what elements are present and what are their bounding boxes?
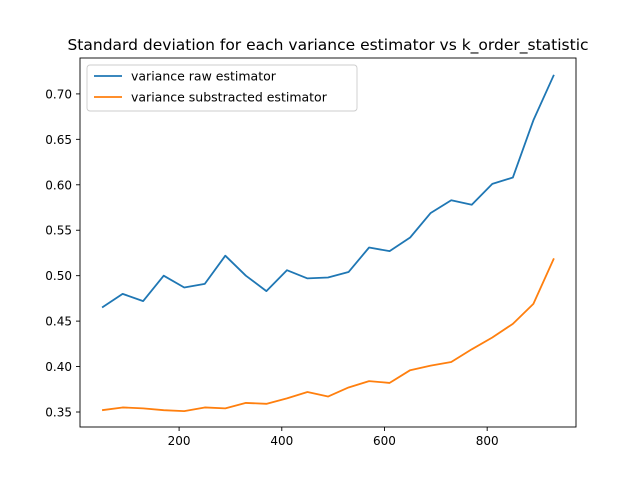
y-tick-label: 0.65	[45, 133, 72, 147]
x-tick-label: 800	[476, 434, 499, 448]
series-line-1	[101, 258, 555, 412]
legend: variance raw estimator variance substract…	[86, 64, 358, 112]
x-tick-label: 400	[270, 434, 293, 448]
y-tick-label: 0.70	[45, 87, 72, 101]
legend-label-0: variance raw estimator	[131, 69, 277, 84]
x-tick-label: 200	[168, 434, 191, 448]
plot-area-frame	[79, 57, 577, 428]
x-axis: 200 400 600 800	[168, 427, 499, 448]
y-tick-label: 0.55	[45, 224, 72, 238]
y-tick-label: 0.45	[45, 315, 72, 329]
chart-title: Standard deviation for each variance est…	[67, 36, 588, 55]
legend-box	[86, 64, 358, 112]
y-tick-label: 0.60	[45, 178, 72, 192]
series-layer	[101, 74, 555, 412]
x-tick-label: 600	[373, 434, 396, 448]
legend-label-1: variance substracted estimator	[131, 90, 328, 105]
y-tick-label: 0.35	[45, 406, 72, 420]
y-tick-label: 0.50	[45, 269, 72, 283]
y-axis: 0.35 0.40 0.45 0.50 0.55 0.60 0.65 0.70	[45, 87, 80, 420]
y-tick-label: 0.40	[45, 360, 72, 374]
series-line-0	[101, 74, 555, 309]
